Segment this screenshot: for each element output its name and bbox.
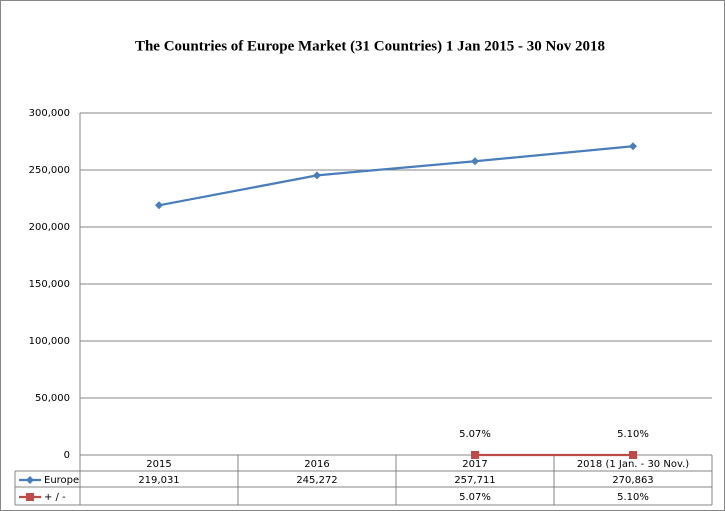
marker — [471, 157, 479, 166]
series-line — [158, 145, 634, 207]
legend-label: Europe — [44, 475, 79, 486]
marker — [629, 142, 637, 151]
table-cell: 219,031 — [138, 475, 179, 486]
y-tick-label: 100,000 — [29, 336, 70, 347]
legend-label: + / - — [44, 492, 66, 503]
y-tick-label: 50,000 — [35, 393, 70, 404]
y-tick-label: 200,000 — [29, 222, 70, 233]
legend-marker — [26, 493, 34, 501]
legend-marker — [26, 476, 34, 484]
table-cell: 5.10% — [617, 492, 649, 503]
x-tick-label: 2018 (1 Jan. - 30 Nov.) — [577, 459, 689, 470]
marker — [313, 171, 321, 180]
table-cell: 270,863 — [612, 475, 653, 486]
y-tick-label: 250,000 — [29, 165, 70, 176]
y-tick-label: 0 — [64, 450, 70, 461]
data-label: 5.07% — [459, 429, 491, 440]
x-tick-label: 2016 — [304, 459, 329, 470]
marker — [155, 201, 163, 210]
data-label: 5.10% — [617, 429, 649, 440]
table-cell: 5.07% — [459, 492, 491, 503]
chart-title: The Countries of Europe Market (31 Count… — [135, 38, 605, 54]
marker — [629, 450, 637, 459]
y-tick-label: 150,000 — [29, 279, 70, 290]
x-tick-label: 2017 — [462, 459, 487, 470]
marker — [471, 450, 479, 459]
y-tick-label: 300,000 — [29, 108, 70, 119]
table-cell: 245,272 — [296, 475, 337, 486]
x-tick-label: 2015 — [146, 459, 171, 470]
table-cell: 257,711 — [454, 475, 495, 486]
